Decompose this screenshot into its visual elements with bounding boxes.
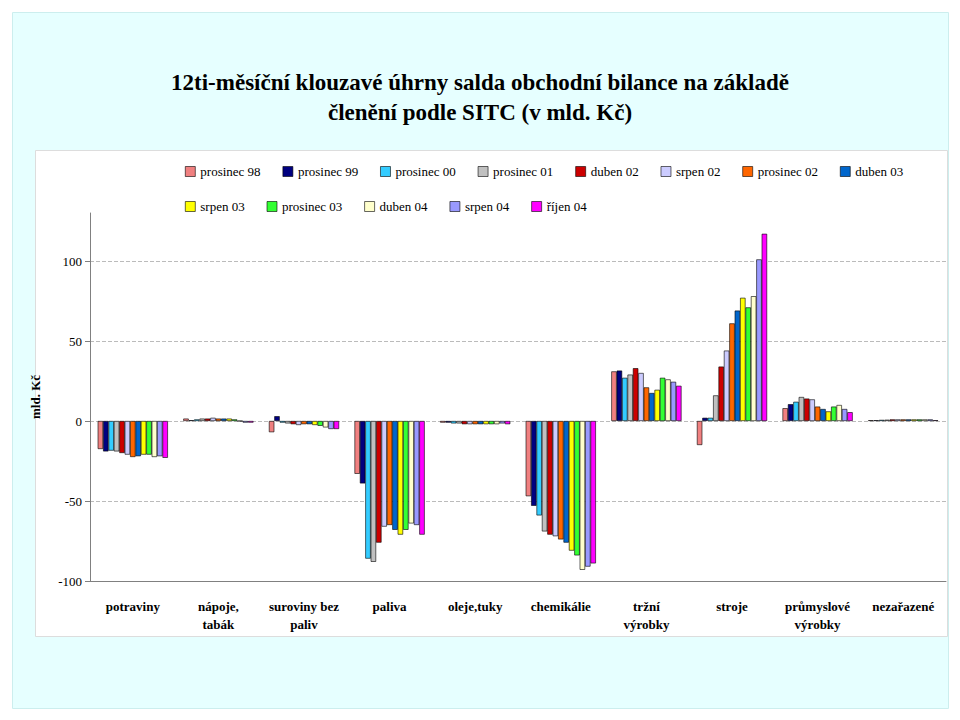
svg-text:duben 02: duben 02 (591, 164, 639, 179)
svg-text:říjen 04: říjen 04 (547, 199, 588, 214)
svg-text:paliva: paliva (373, 599, 407, 614)
svg-text:srpen 03: srpen 03 (200, 199, 244, 214)
svg-text:stroje: stroje (716, 599, 748, 614)
svg-text:tabák: tabák (203, 617, 236, 632)
svg-text:tržní: tržní (633, 599, 660, 614)
svg-text:prosinec 01: prosinec 01 (493, 164, 553, 179)
svg-text:prosinec 02: prosinec 02 (758, 164, 818, 179)
svg-text:prosinec 03: prosinec 03 (282, 199, 342, 214)
svg-text:průmyslové: průmyslové (785, 599, 850, 614)
svg-text:0: 0 (76, 414, 83, 429)
svg-text:100: 100 (63, 254, 83, 269)
svg-text:prosinec 99: prosinec 99 (298, 164, 358, 179)
svg-text:mld. Kč: mld. Kč (28, 375, 43, 419)
svg-text:12ti-měsíční klouzavé úhrny sa: 12ti-měsíční klouzavé úhrny salda obchod… (171, 70, 789, 95)
svg-text:výrobky: výrobky (623, 617, 669, 632)
svg-text:nezařazené: nezařazené (872, 599, 934, 614)
svg-text:členění podle SITC (v mld. Kč): členění podle SITC (v mld. Kč) (328, 100, 632, 125)
svg-text:suroviny bez: suroviny bez (269, 599, 339, 614)
svg-text:chemikálie: chemikálie (531, 599, 591, 614)
svg-text:srpen 02: srpen 02 (676, 164, 720, 179)
svg-text:duben 03: duben 03 (855, 164, 903, 179)
svg-text:paliv: paliv (290, 617, 318, 632)
svg-text:50: 50 (69, 334, 82, 349)
svg-text:-100: -100 (58, 574, 82, 589)
svg-text:prosinec 00: prosinec 00 (395, 164, 455, 179)
svg-text:duben 04: duben 04 (380, 199, 429, 214)
svg-text:prosinec 98: prosinec 98 (200, 164, 260, 179)
svg-text:potraviny: potraviny (106, 599, 161, 614)
svg-text:-50: -50 (65, 494, 82, 509)
svg-text:výrobky: výrobky (795, 617, 841, 632)
svg-text:oleje,tuky: oleje,tuky (448, 599, 503, 614)
svg-text:nápoje,: nápoje, (198, 599, 239, 614)
svg-text:srpen 04: srpen 04 (465, 199, 510, 214)
